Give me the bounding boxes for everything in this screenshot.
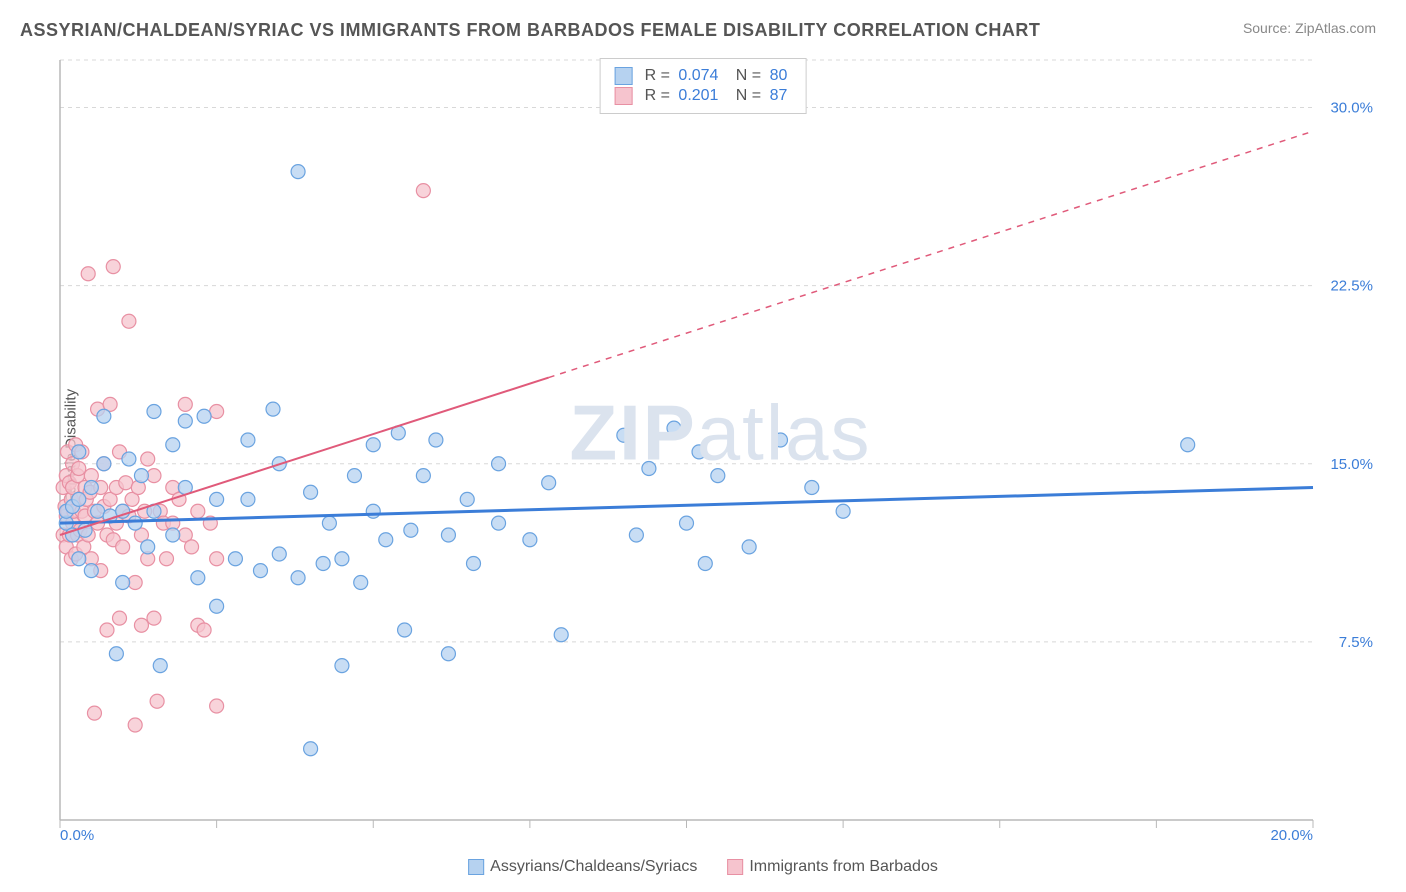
legend-item: Assyrians/Chaldeans/Syriacs [468,858,697,876]
swatch-icon [727,859,743,875]
swatch-icon [468,859,484,875]
svg-text:7.5%: 7.5% [1339,634,1373,651]
swatch-icon [615,87,633,105]
svg-text:0.0%: 0.0% [60,827,94,842]
legend-item: Immigrants from Barbados [727,858,938,876]
svg-text:20.0%: 20.0% [1270,827,1313,842]
series-legend: Assyrians/Chaldeans/Syriacs Immigrants fr… [468,858,938,876]
svg-text:30.0%: 30.0% [1330,100,1373,117]
source-label: Source: ZipAtlas.com [1243,20,1376,36]
swatch-icon [615,67,633,85]
corr-row-barbados: R = 0.201 N = 87 [615,87,792,105]
scatter-chart: ZIPatlas 0.0%20.0%7.5%15.0%22.5%30.0% [55,55,1386,842]
chart-svg: 0.0% 20.0% 7.5% 15.0% 22.5% 30.0% [55,55,1386,842]
svg-text:15.0%: 15.0% [1330,456,1373,473]
chart-title: ASSYRIAN/CHALDEAN/SYRIAC VS IMMIGRANTS F… [20,20,1040,41]
correlation-legend-box: R = 0.074 N = 80 R = 0.201 N = 87 [600,58,807,114]
svg-text:22.5%: 22.5% [1330,278,1373,295]
corr-row-assyrians: R = 0.074 N = 80 [615,67,792,85]
